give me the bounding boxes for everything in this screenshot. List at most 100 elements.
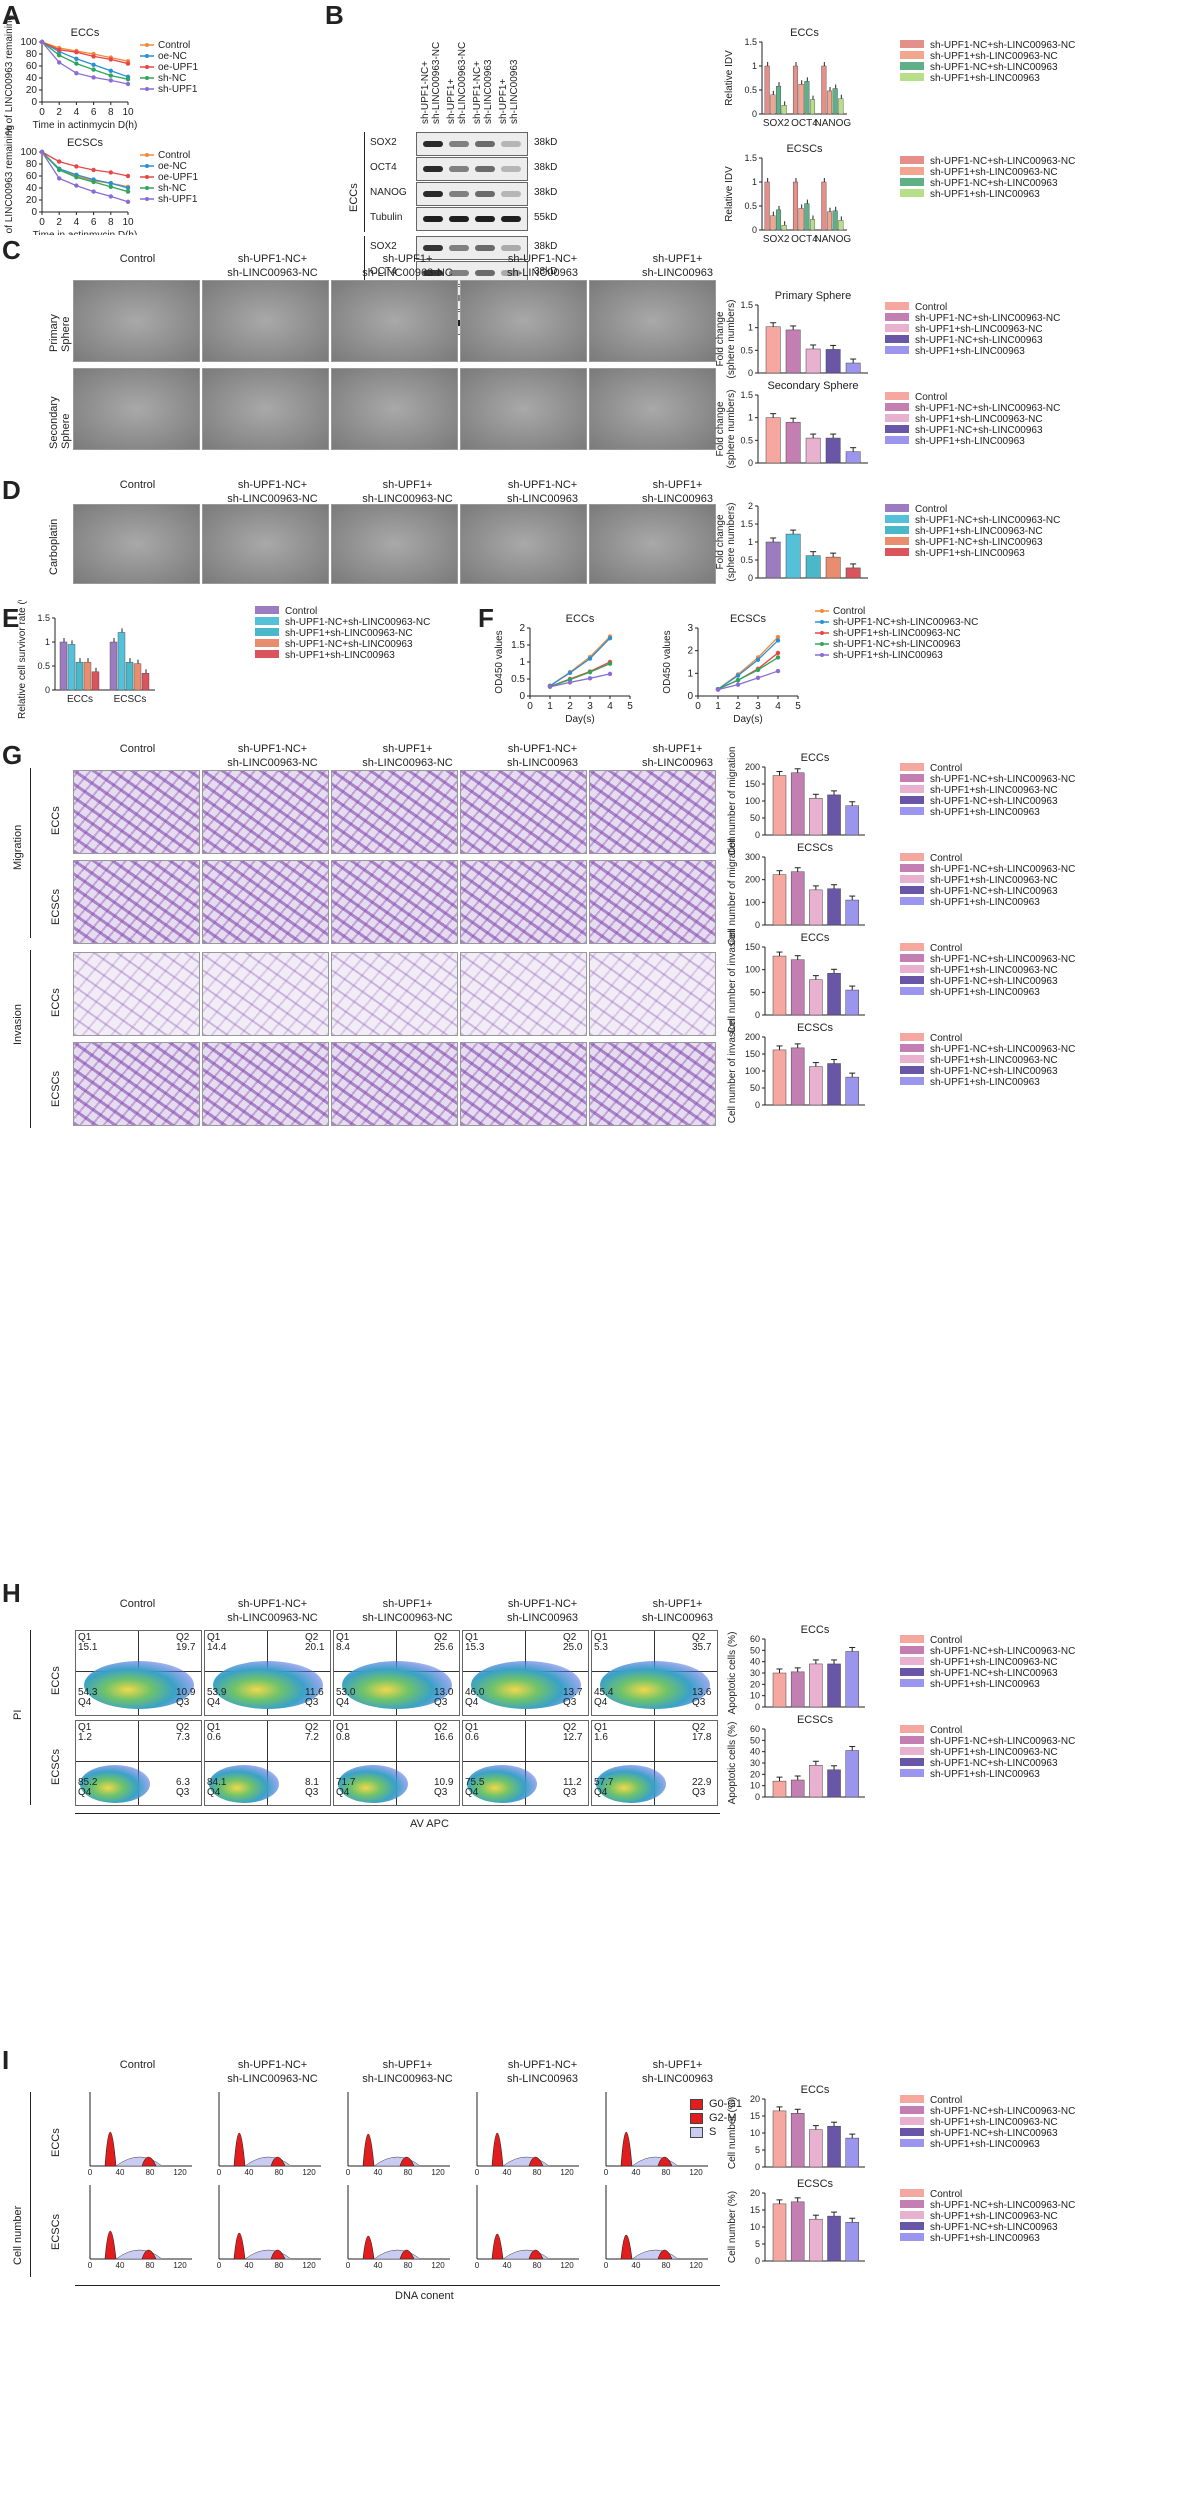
quadrant-value: 75.5 xyxy=(465,1777,485,1788)
f-ecc-x-tick-label: 0 xyxy=(527,701,533,712)
c-primary-bar xyxy=(845,362,861,374)
blot-band xyxy=(475,245,495,251)
a-ecc-series-line xyxy=(41,41,129,85)
b-escs-legend-swatch xyxy=(900,167,924,175)
i-column-header: sh-UPF1-NC+ sh-LINC00963-NC xyxy=(227,2059,318,2085)
secondary-sphere-image xyxy=(589,368,716,450)
g0-g1-peak xyxy=(362,2235,375,2260)
row-label-primary-sphere: Primary Sphere xyxy=(48,314,72,352)
invasion-escs-image xyxy=(331,1042,458,1126)
e-y-tick-label: 0 xyxy=(45,685,50,695)
a-ecc-point xyxy=(74,71,79,76)
b-ecc-legend-label: sh-UPF1+sh-LINC00963-NC xyxy=(930,51,1058,62)
a-escs-x-tick-label: 0 xyxy=(39,217,45,228)
blot-protein-label: Tubulin xyxy=(370,212,403,223)
g-migration-bracket xyxy=(30,768,31,938)
e-bar xyxy=(83,661,92,691)
panel-label-f: F xyxy=(478,603,494,633)
c-primary-y-tick-label: 0 xyxy=(748,368,753,378)
f-ecc-point xyxy=(607,636,613,641)
i-column-header: Control xyxy=(119,2059,156,2071)
b-escs-legend-swatch xyxy=(900,156,924,164)
g-row-label: ECSCs xyxy=(50,1070,62,1107)
g-inv-escs-y-tick-label: 50 xyxy=(750,1083,760,1093)
a-ecc-point xyxy=(108,73,114,78)
blot-size-label: 38kD xyxy=(534,137,558,148)
c-primary-y-label: Fold change xyxy=(715,311,726,366)
f-ecc-x-tick-label: 2 xyxy=(567,701,573,712)
h-escs-legend-label: sh-UPF1-NC+sh-LINC00963 xyxy=(930,1758,1058,1769)
b-ecc-bar xyxy=(798,84,804,115)
h-ecc-legend-label: Control xyxy=(930,1635,962,1646)
a-escs-legend-marker xyxy=(145,197,149,201)
g-inv-escs-y-tick-label: 150 xyxy=(745,1049,760,1059)
blot-band xyxy=(423,141,443,147)
i-ecc-legend-label: sh-UPF1-NC+sh-LINC00963 xyxy=(930,2128,1058,2139)
g-column-header: Control xyxy=(119,743,156,755)
f-ecc-x-tick-label: 5 xyxy=(627,701,633,712)
b-escs-bar xyxy=(792,181,799,231)
panel-label-e: E xyxy=(2,603,20,633)
g-inv-escs-y-tick-label: 0 xyxy=(755,1100,760,1110)
g-mig-escs-legend-swatch xyxy=(900,875,924,883)
h-av-axis-label: AV APC xyxy=(410,1818,449,1830)
i-ecc-y-tick-label: 15 xyxy=(750,2111,760,2121)
c-column-header: sh-UPF1+ sh-LINC00963-NC xyxy=(362,253,453,279)
histogram-x-tick-label: 40 xyxy=(503,2168,512,2176)
migration-ecc-image xyxy=(589,770,716,854)
g-inv-escs-legend-label: sh-UPF1+sh-LINC00963 xyxy=(930,1077,1040,1088)
b-ecc-bar xyxy=(781,105,787,115)
g0-g1-peak xyxy=(233,2233,246,2260)
f-ecc-x-tick-label: 1 xyxy=(547,701,553,712)
flow-cytometry-plot: Q1 8.4 Q2 25.6 Q4 53.0 Q3 13.0 xyxy=(333,1630,460,1716)
row-label-carboplatin: Carboplatin xyxy=(48,518,60,575)
g-mig-ecc-y-tick-label: 200 xyxy=(745,762,760,772)
a-ecc-x-tick-label: 2 xyxy=(56,107,62,118)
quadrant-value: 85.2 xyxy=(78,1777,98,1788)
g-mig-ecc-bar xyxy=(809,798,823,836)
a-ecc-y-label: % of LINC00963 remaining xyxy=(4,15,15,135)
i-escs-legend-label: sh-UPF1+sh-LINC00963-NC xyxy=(930,2211,1058,2222)
f-escs-point xyxy=(735,673,741,678)
quadrant-value: 71.7 xyxy=(336,1777,356,1788)
h-escs-legend-label: Control xyxy=(930,1725,962,1736)
a-ecc-y-tick-label: 20 xyxy=(26,85,38,96)
b-ecc-bar xyxy=(832,88,838,115)
e-bar xyxy=(109,641,118,691)
quadrant-value: 7.2 xyxy=(305,1732,319,1743)
histogram-x-tick-label: 80 xyxy=(146,2261,155,2269)
a-ecc-point xyxy=(39,39,45,45)
blot-group-label: ECCs xyxy=(348,183,360,212)
blot-band xyxy=(475,216,495,222)
f-escs-point xyxy=(755,675,761,681)
g-inv-escs-legend-swatch xyxy=(900,1077,924,1085)
d-legend-swatch xyxy=(885,537,909,545)
histogram-x-tick-label: 0 xyxy=(475,2168,480,2176)
blot-group-bracket xyxy=(364,132,365,232)
histogram-x-tick-label: 40 xyxy=(245,2168,254,2176)
b-ecc-x-tick-label: NANOG xyxy=(814,118,851,129)
histogram-legend: G0-G1 G2-M S xyxy=(690,2097,742,2139)
a-escs-point xyxy=(74,175,79,180)
e-legend-label: sh-UPF1+sh-LINC00963-NC xyxy=(285,628,413,639)
a-escs-point xyxy=(74,164,79,169)
quadrant-value: 13.6 xyxy=(692,1687,712,1698)
migration-ecc-image xyxy=(331,770,458,854)
a-ecc-point xyxy=(108,78,114,83)
g-inv-escs-bar xyxy=(809,1066,823,1106)
g0-g1-peak xyxy=(491,2234,504,2260)
f-escs-point xyxy=(715,687,721,692)
d-y-tick-label: 2 xyxy=(748,501,753,511)
blot-protein-label: SOX2 xyxy=(370,137,397,148)
g-inv-ecc-legend-swatch xyxy=(900,965,924,973)
flow-cytometry-plot: Q1 15.1 Q2 19.7 Q4 54.3 Q3 10.9 xyxy=(75,1630,202,1716)
g-inv-escs-legend-label: sh-UPF1+sh-LINC00963-NC xyxy=(930,1055,1058,1066)
a-escs-y-label: % of LINC00963 remaining xyxy=(4,125,15,235)
c-secondary-bar xyxy=(805,437,821,464)
f-ecc-point xyxy=(607,661,613,666)
histogram-x-tick-label: 120 xyxy=(431,2261,445,2269)
histogram-x-tick-label: 40 xyxy=(116,2168,125,2176)
b-ecc-legend-label: sh-UPF1-NC+sh-LINC00963 xyxy=(930,62,1058,73)
f-escs-point xyxy=(735,677,741,683)
e-legend-swatch xyxy=(255,617,279,625)
